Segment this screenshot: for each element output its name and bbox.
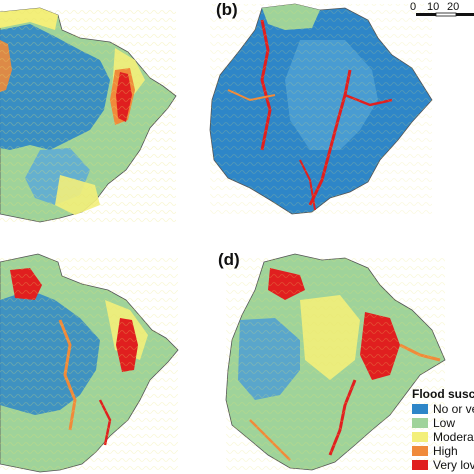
map-panel-c [0,253,179,473]
map-panel-d [225,253,446,471]
legend-item-high: High [412,443,458,458]
panel-label-b: (b) [216,0,238,19]
legend-label: Low [433,415,456,430]
legend-title: Flood susce [412,387,474,401]
scale-tick-0: 0 [410,1,416,13]
legend-item-moderate: Moderat [412,429,474,444]
panel-label-d: (d) [218,250,240,269]
legend-label: Very lov [433,457,474,472]
legend-label: Moderat [433,429,474,444]
legend-item-no-risk: No or ve [412,401,474,416]
legend-swatch [412,417,428,428]
map-panel-b [209,3,433,215]
legend-swatch [412,445,428,456]
map-panel-a [0,7,177,223]
legend-label: No or ve [433,401,474,416]
legend-item-low: Low [412,415,456,430]
legend-item-very-high: Very lov [412,457,474,472]
legend-swatch [412,459,428,470]
scale-bar: 0 10 20 [410,1,474,17]
legend-swatch [412,403,428,414]
legend-label: High [433,443,458,458]
scale-tick-10: 10 [427,1,439,13]
legend-swatch [412,431,428,442]
scale-tick-20: 20 [447,1,459,13]
